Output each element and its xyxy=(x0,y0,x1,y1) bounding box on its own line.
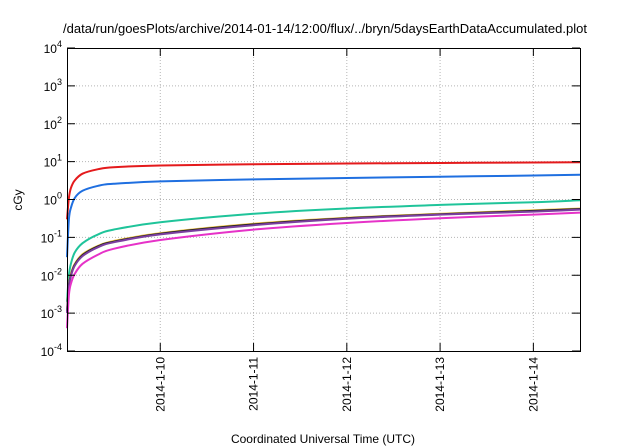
x-tick-label: 2014-1-12 xyxy=(340,357,354,412)
chart-title: /data/run/goesPlots/archive/2014-01-14/1… xyxy=(63,21,587,36)
y-tick-label: 103 xyxy=(44,77,62,94)
x-tick-label: 2014-1-13 xyxy=(433,357,447,412)
series-line-7 xyxy=(66,211,581,329)
plot-frame xyxy=(67,48,581,352)
y-axis-label: cGy xyxy=(11,189,25,210)
y-tick-label: 10-2 xyxy=(41,266,62,283)
y-tick-label: 10-1 xyxy=(41,228,62,245)
y-tick-label: 104 xyxy=(44,39,62,56)
y-tick-label: 100 xyxy=(44,191,62,208)
grid-lines xyxy=(67,48,580,351)
x-tick-label: 2014-1-10 xyxy=(153,357,167,412)
x-tick-label: 2014-1-14 xyxy=(526,357,540,412)
series-line-1 xyxy=(66,161,581,220)
x-axis-ticks: 2014-1-10 2014-1-11 2014-1-12 2014-1-13 2014… xyxy=(153,48,540,412)
y-tick-label: 102 xyxy=(44,115,62,132)
y-tick-label: 10-4 xyxy=(41,342,62,359)
series-line-3 xyxy=(66,199,581,302)
y-tick-label: 10-3 xyxy=(41,304,62,321)
series-line-2 xyxy=(66,173,581,258)
y-axis-ticks: 10-4 10-3 10-2 10-1 100 101 102 103 104 xyxy=(41,39,580,359)
x-axis-label: Coordinated Universal Time (UTC) xyxy=(231,432,415,446)
y-tick-label: 101 xyxy=(44,153,62,170)
series-layer xyxy=(66,161,581,329)
x-tick-label: 2014-1-11 xyxy=(247,357,261,411)
